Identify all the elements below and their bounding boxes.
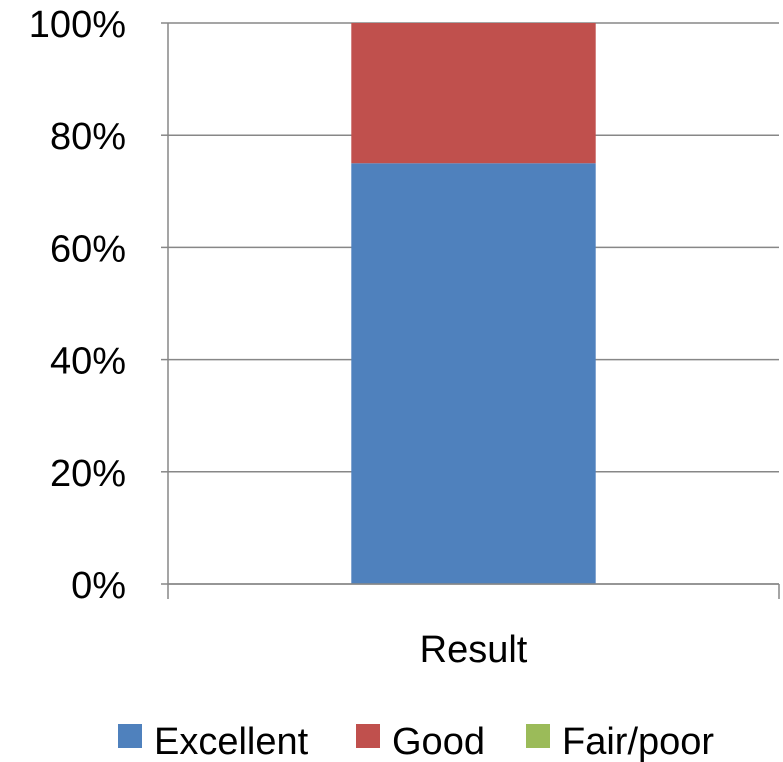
legend: Excellent Good Fair/poor — [118, 721, 714, 762]
y-tick-label: 0% — [71, 565, 126, 607]
y-tick-label: 40% — [50, 341, 126, 383]
bars — [351, 23, 596, 584]
y-tick-label: 80% — [50, 116, 126, 158]
legend-label: Excellent — [154, 721, 309, 762]
axes: 0% 20% 40% 60% 80% 100% Result — [29, 4, 780, 671]
legend-label: Fair/poor — [562, 721, 714, 762]
legend-swatch — [526, 724, 550, 748]
legend-swatch — [118, 724, 142, 748]
legend-swatch — [356, 724, 380, 748]
bar-segment-excellent — [351, 163, 596, 584]
y-tick-label: 60% — [50, 228, 126, 270]
legend-label: Good — [392, 721, 485, 762]
y-tick-label: 20% — [50, 453, 126, 495]
x-category-label: Result — [420, 629, 528, 671]
bar-segment-good — [351, 23, 596, 164]
y-tick-label: 100% — [29, 4, 126, 46]
